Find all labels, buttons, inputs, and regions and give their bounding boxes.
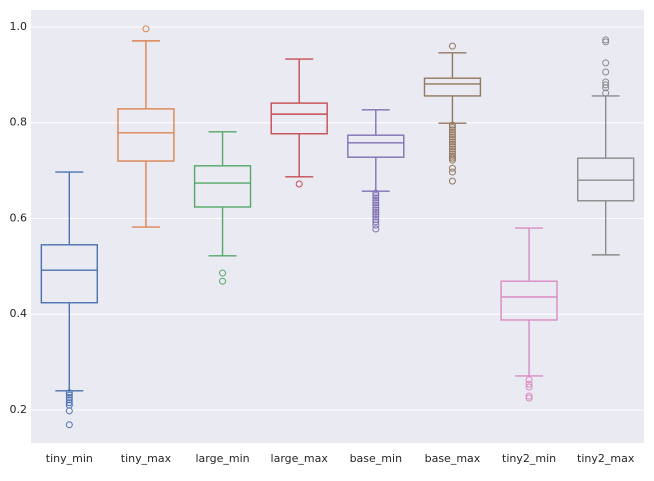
outlier [372,211,380,219]
outlier [372,206,380,214]
outlier [372,201,380,209]
box [423,77,482,97]
outlier [372,203,380,211]
outlier [448,140,456,148]
outlier [602,59,610,67]
outlier [372,192,380,200]
outlier [65,407,73,415]
outlier [525,380,533,388]
x-tick-label: tiny_max [121,452,172,465]
y-tick-label: 0.6 [10,211,28,224]
outlier [448,133,456,141]
outlier [525,376,533,384]
outlier [448,154,456,162]
outlier [448,168,456,176]
outlier [448,126,456,134]
outlier [142,25,150,33]
outlier [448,128,456,136]
box [347,134,405,158]
box [193,165,252,208]
outlier [372,225,380,233]
y-tick-label: 0.8 [10,116,28,129]
outlier [602,89,610,97]
x-tick-label: large_max [271,452,329,465]
outlier [448,164,456,172]
x-tick-label: base_min [350,452,402,465]
outlier [372,189,380,197]
outlier [65,399,73,407]
outlier [448,145,456,153]
outlier [448,121,456,129]
outlier [372,194,380,202]
outlier [525,383,533,391]
outlier [372,218,380,226]
outlier [448,138,456,146]
outlier [372,221,380,229]
outlier [295,180,303,188]
outlier [372,208,380,216]
outlier [602,84,610,92]
outlier [448,135,456,143]
outlier [448,147,456,155]
outlier [372,199,380,207]
outlier [448,156,456,164]
box [117,108,175,162]
outlier [525,392,533,400]
plot-area [31,10,644,443]
outlier [448,42,456,50]
outlier [65,389,73,397]
box [40,244,98,304]
outlier [219,277,227,285]
outlier [448,143,456,151]
outlier [602,36,610,44]
outlier [448,131,456,139]
outlier [448,177,456,185]
outlier [372,213,380,221]
outlier [602,68,610,76]
x-tick-label: large_min [196,452,250,465]
outlier [65,391,73,399]
box [500,280,558,321]
outlier [65,396,73,404]
x-tick-label: tiny_min [46,452,93,465]
y-tick-label: 0.2 [10,403,28,416]
y-tick-label: 0.4 [10,307,28,320]
outlier [448,124,456,132]
outlier [602,81,610,89]
outlier [525,394,533,402]
x-tick-label: tiny2_min [502,452,556,465]
outlier [602,38,610,46]
x-tick-label: base_max [425,452,481,465]
outlier [448,152,456,160]
x-tick-label: tiny2_max [577,452,635,465]
y-tick-label: 1.0 [10,20,28,33]
outlier [372,196,380,204]
box [270,102,328,135]
box [577,157,635,202]
outlier [65,421,73,429]
outlier [65,394,73,402]
outlier [219,269,227,277]
